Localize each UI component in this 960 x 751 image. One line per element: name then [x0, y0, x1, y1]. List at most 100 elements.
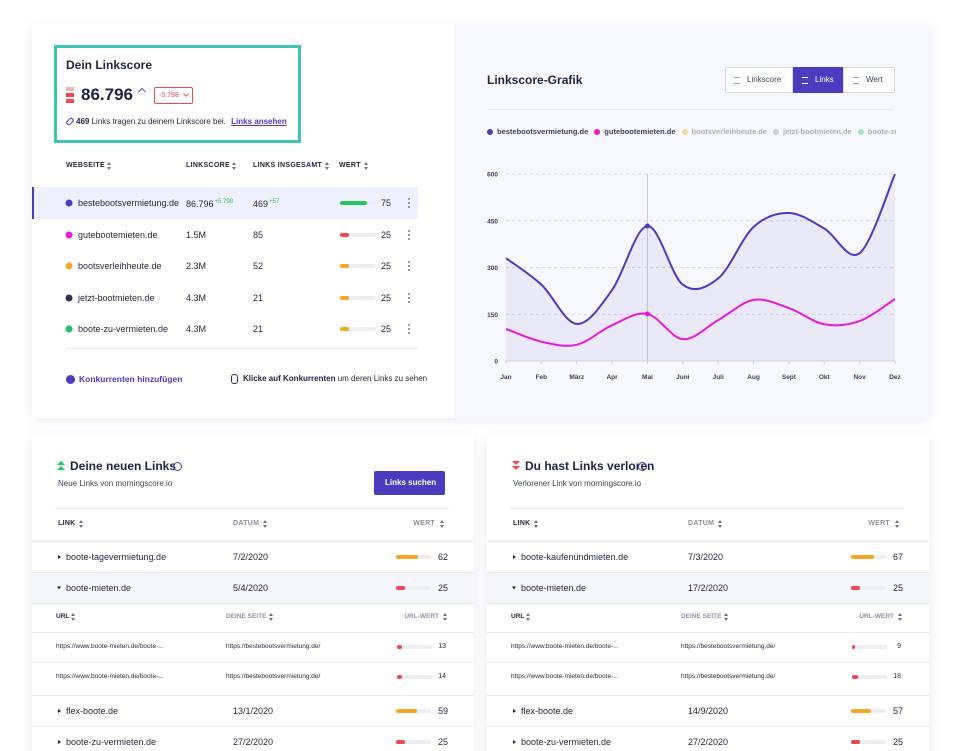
row-separator	[32, 726, 474, 727]
site-name[interactable]: boote-zu-vermieten.de	[78, 324, 169, 334]
sort-icon	[107, 162, 112, 170]
legend-dot	[681, 128, 688, 135]
card-title: Deine neuen Links	[70, 459, 177, 473]
site-name[interactable]: gutebootemieten.de	[78, 229, 158, 240]
row-separator	[487, 572, 929, 573]
x-tick-label: Apr	[606, 374, 618, 381]
linkscore: 2.3M	[186, 261, 207, 271]
links-change: +57	[269, 199, 280, 205]
sub-url: https://www.boote-mieten.de/boote-...	[56, 673, 164, 680]
value-bar	[340, 264, 349, 268]
x-tick-label: Juli	[713, 374, 724, 381]
site-name[interactable]: bootsverleihheute.de	[78, 261, 162, 271]
links-view-link[interactable]: Links ansehen	[231, 117, 287, 126]
sub-url: https://www.boote-mieten.de/boote-...	[56, 643, 164, 650]
sort-icon	[898, 613, 903, 621]
value-bar-track	[397, 675, 432, 679]
add-competitor[interactable]: Konkurrenten hinzufügen	[79, 374, 183, 384]
linkscore-box	[54, 45, 301, 143]
sub-column-header: URL-WERT	[404, 613, 439, 620]
y-tick-label: 300	[487, 265, 498, 272]
card-subtitle: Neue Links von morningscore.io	[58, 479, 173, 488]
row-separator	[32, 603, 474, 604]
sort-icon	[364, 162, 369, 170]
link-date: 13/1/2020	[233, 706, 274, 716]
chart-header-separator	[487, 109, 894, 110]
link-date: 5/4/2020	[233, 583, 269, 593]
chart-tab[interactable]: Linkscore	[725, 67, 792, 93]
link-domain: boote-zu-vermieten.de	[521, 737, 612, 747]
value-bar-track	[851, 555, 886, 559]
expand-arrow[interactable]	[57, 586, 61, 590]
sub-column-header: DEINE SEITE	[226, 613, 267, 620]
legend-item[interactable]: bootsverleihheute.de	[681, 125, 767, 138]
legend-dot	[594, 128, 601, 135]
row-menu[interactable]	[408, 323, 410, 335]
site-dot	[65, 262, 73, 270]
links-total: 52	[253, 261, 264, 271]
legend-dot	[487, 128, 493, 135]
link-date: 17/2/2020	[688, 583, 729, 593]
site-name[interactable]: bestebootsvermietung.de	[78, 198, 180, 208]
expand-arrow[interactable]	[58, 709, 61, 713]
info-icon[interactable]	[173, 462, 182, 471]
chart-tab[interactable]: Wert	[843, 67, 894, 93]
value-bar	[851, 740, 860, 744]
value-bar-track	[851, 709, 886, 713]
legend: bestebootsvermietung.de gutebootemieten.d…	[487, 125, 896, 138]
legend-item[interactable]: boote-zu-vermieten.de	[857, 125, 896, 138]
value-bar	[852, 645, 856, 649]
linkscore: 86.796+5.798	[186, 199, 234, 209]
row-menu[interactable]	[408, 260, 410, 272]
row-menu[interactable]	[408, 228, 410, 241]
site-name[interactable]: jetzt-bootmieten.de	[78, 292, 155, 303]
sort-icon	[263, 520, 268, 528]
links-text: Links tragen zu deinem Linkscore bei.	[91, 117, 226, 126]
value-bar	[851, 709, 871, 713]
expand-arrow[interactable]	[58, 740, 61, 744]
sub-url: https://www.boote-mieten.de/boote-...	[511, 643, 619, 650]
expand-arrow[interactable]	[58, 555, 61, 559]
legend-label: bestebootsvermietung.de	[497, 127, 589, 136]
row-separator	[32, 541, 474, 542]
legend-item[interactable]: bestebootsvermietung.de	[487, 125, 588, 138]
row-menu[interactable]	[408, 197, 410, 209]
series-line	[505, 298, 896, 347]
value-bar	[397, 675, 402, 679]
y-tick-label: 150	[487, 312, 498, 319]
link-domain: boote-mieten.de	[521, 583, 587, 593]
expand-arrow[interactable]	[513, 555, 516, 559]
legend-item[interactable]: gutebootemieten.de	[594, 125, 676, 138]
row-separator	[32, 632, 474, 633]
card-subtitle: Verlorener Link von morningscore.io	[513, 479, 642, 488]
expand-arrow[interactable]	[512, 586, 516, 590]
search-button[interactable]: Links suchen	[374, 471, 445, 495]
expand-arrow[interactable]	[513, 709, 516, 713]
row-menu[interactable]	[408, 291, 410, 304]
x-tick-label: Feb	[536, 374, 548, 381]
info-icon[interactable]	[638, 462, 647, 471]
score-change-box: -5.798	[154, 87, 193, 104]
tab-label: Linkscore	[747, 75, 782, 84]
column-header: WEBSEITE	[66, 162, 105, 169]
x-tick-label: Aug	[747, 374, 760, 381]
series-area	[506, 174, 895, 361]
value-bar-track	[340, 327, 376, 331]
chart-tab[interactable]: Links	[792, 67, 843, 93]
sub-wert: 9	[897, 643, 901, 650]
wert-value: 25	[380, 292, 391, 303]
hover-point	[644, 311, 650, 317]
linkscore: 1.5M	[186, 229, 207, 240]
expand-arrow[interactable]	[513, 740, 516, 744]
value-bar	[340, 201, 367, 205]
sub-wert: 14	[438, 673, 446, 680]
column-header: LINKS INSGESAMT	[253, 162, 323, 169]
header-separator	[55, 508, 449, 509]
score-icon-bar	[66, 93, 74, 97]
tab-icon	[853, 77, 859, 84]
score-icon	[66, 87, 74, 103]
wert-value: 25	[437, 737, 448, 747]
legend-item[interactable]: jetzt-bootmieten.de	[772, 125, 852, 138]
links-total: 21	[253, 292, 264, 303]
wert-value: 57	[892, 706, 903, 716]
